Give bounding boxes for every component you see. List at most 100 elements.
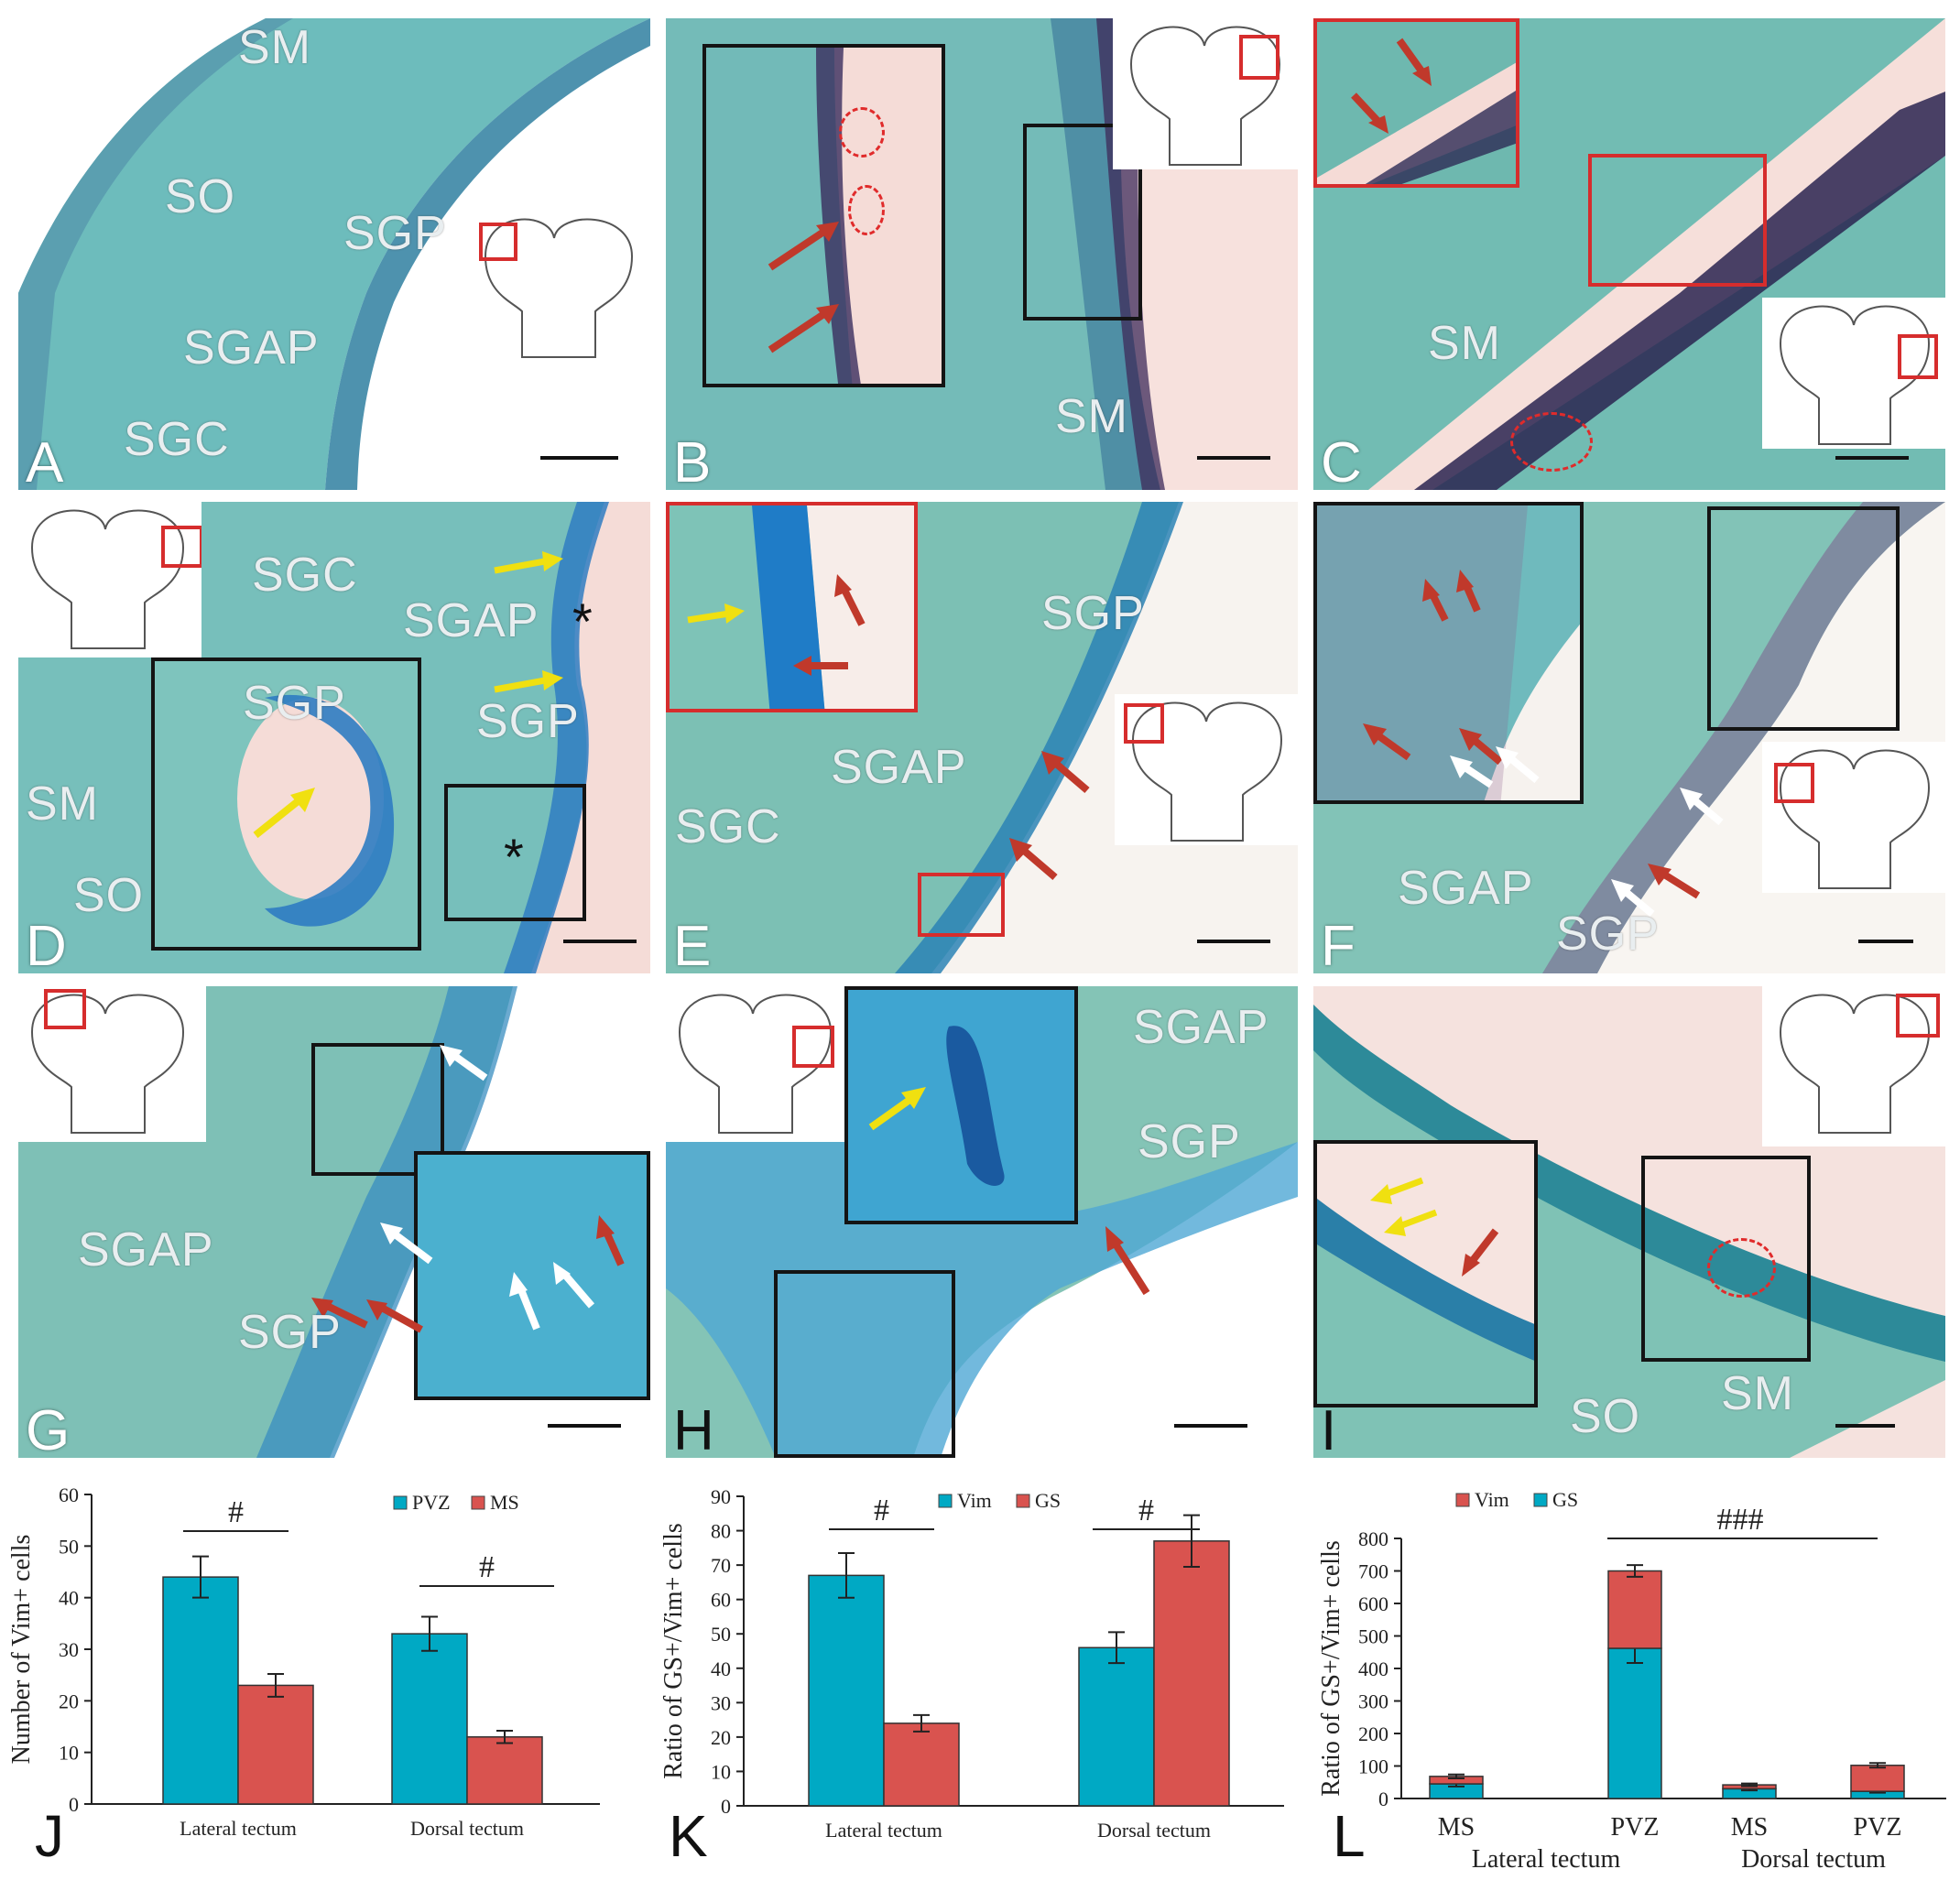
y-tick-label: 600 — [1358, 1592, 1388, 1615]
scale-bar — [1197, 940, 1270, 943]
white-arrow-icon — [380, 1045, 488, 1265]
asterisk-icon: * — [504, 828, 524, 886]
layer-label: SGC — [124, 413, 230, 466]
panel-letter: I — [1321, 1399, 1337, 1458]
red-arrow-icon — [596, 1215, 625, 1266]
inset-box — [151, 657, 421, 951]
y-tick-label: 500 — [1358, 1625, 1388, 1648]
red-arrow-icon — [311, 1298, 423, 1333]
panel-letter: E — [673, 915, 712, 973]
panel-letter: C — [1321, 431, 1362, 490]
chart-k: 0 10 20 30 40 50 60 70 80 90 Ratio of GS+/Vim+ cel… — [659, 1485, 1284, 1842]
scale-bar — [1197, 456, 1270, 460]
panel-letter: B — [673, 431, 712, 490]
layer-label: SM — [1428, 317, 1501, 370]
layer-label: SO — [73, 869, 145, 922]
highlight-circle — [1510, 412, 1593, 472]
panel-i: SO SM I — [1313, 986, 1945, 1458]
roi-box — [444, 784, 586, 921]
group-label: Lateral tectum — [1472, 1845, 1621, 1874]
roi-box — [1023, 124, 1142, 321]
panel-letter: H — [673, 1399, 714, 1458]
layer-label: SM — [26, 777, 99, 831]
x-tick-label: Dorsal tectum — [1097, 1819, 1211, 1842]
y-tick-label: 800 — [1358, 1527, 1388, 1550]
red-arrow-icon — [1009, 751, 1090, 881]
layer-label: SGAP — [403, 594, 539, 647]
layer-label: SM — [1721, 1367, 1794, 1420]
layer-label: SGAP — [831, 741, 967, 794]
layer-label: SM — [238, 21, 311, 74]
panel-c: SM C — [1313, 18, 1945, 490]
red-arrow-icon — [1648, 864, 1701, 899]
bar — [162, 1576, 239, 1805]
y-tick-label: 100 — [1358, 1755, 1388, 1778]
y-tick-label: 30 — [711, 1691, 731, 1714]
layer-label: SGAP — [78, 1223, 214, 1277]
legend-label: Vim — [1475, 1488, 1509, 1511]
y-tick-label: 400 — [1358, 1657, 1388, 1680]
legend-label: MS — [490, 1491, 519, 1514]
y-tick-label: 70 — [711, 1554, 731, 1577]
brain-schematic-icon — [18, 502, 203, 657]
red-arrow-icon — [768, 222, 839, 353]
panel-g: SGAP SGP G — [18, 986, 650, 1458]
y-tick-label: 20 — [711, 1726, 731, 1749]
white-arrow-icon — [509, 1262, 595, 1331]
inset-box — [702, 44, 945, 387]
inset-box — [666, 502, 918, 712]
panel-f: SGAP SGP F — [1313, 502, 1945, 973]
layer-label: SGP — [476, 695, 580, 748]
yellow-arrow-icon — [494, 551, 563, 693]
roi-box — [1588, 154, 1767, 287]
asterisk-icon: * — [572, 592, 593, 650]
significance-marker: # — [1138, 1494, 1154, 1527]
bar — [1607, 1570, 1662, 1649]
bar — [1153, 1540, 1230, 1807]
scale-bar — [1174, 1424, 1247, 1428]
layer-label: SGP — [1041, 587, 1145, 640]
layer-label: SGP — [343, 207, 447, 260]
legend-swatch — [471, 1495, 485, 1510]
highlight-circle — [848, 185, 885, 235]
yellow-arrow-icon — [868, 1087, 926, 1131]
layer-label: SGP — [1138, 1115, 1241, 1168]
chart-j: 0 10 20 30 40 50 60 Number of Vim+ cells Lateral… — [7, 1483, 600, 1840]
white-arrow-icon — [1450, 746, 1540, 788]
legend-label: Vim — [957, 1489, 992, 1512]
layer-label: SGP — [243, 677, 346, 730]
x-tick-label: PVZ — [1611, 1813, 1660, 1842]
yellow-arrow-icon — [687, 603, 745, 624]
brain-schematic-icon — [1113, 18, 1298, 169]
red-arrow-icon — [1363, 570, 1503, 766]
y-axis-label: Ratio of GS+/Vim+ cells — [1317, 1540, 1345, 1797]
x-tick-label: PVZ — [1854, 1813, 1902, 1842]
scale-bar — [1858, 940, 1913, 943]
y-tick-label: 10 — [711, 1760, 731, 1783]
layer-label: SGC — [675, 800, 781, 853]
legend-swatch — [938, 1494, 953, 1508]
yellow-arrow-icon — [1370, 1177, 1438, 1236]
roi-box — [1641, 1156, 1811, 1362]
y-tick-label: 200 — [1358, 1722, 1388, 1745]
bar — [466, 1736, 543, 1805]
white-arrow-icon — [1611, 788, 1724, 918]
highlight-circle — [1707, 1238, 1776, 1298]
chart-l: 0 100 200 300 400 500 600 700 800 Ratio of GS+/Vi… — [1317, 1488, 1946, 1874]
panel-a: SM SO SGP SGAP SGC A — [18, 18, 650, 490]
legend-swatch — [1455, 1493, 1470, 1507]
y-tick-label: 90 — [711, 1485, 731, 1508]
y-tick-label: 10 — [59, 1742, 79, 1765]
layer-label: SGP — [238, 1306, 342, 1359]
inset-box — [1313, 18, 1519, 188]
red-arrow-icon — [1351, 38, 1432, 134]
layer-label: SGAP — [1133, 1001, 1269, 1054]
y-axis-label: Ratio of GS+/Vim+ cells — [659, 1523, 688, 1779]
y-tick-label: 300 — [1358, 1690, 1388, 1713]
legend-swatch — [1533, 1493, 1548, 1507]
brain-schematic-icon — [1115, 694, 1298, 845]
layer-label: SM — [1055, 390, 1128, 443]
bar — [1078, 1646, 1155, 1807]
significance-marker: # — [228, 1495, 244, 1529]
brain-schematic-icon — [18, 986, 206, 1142]
